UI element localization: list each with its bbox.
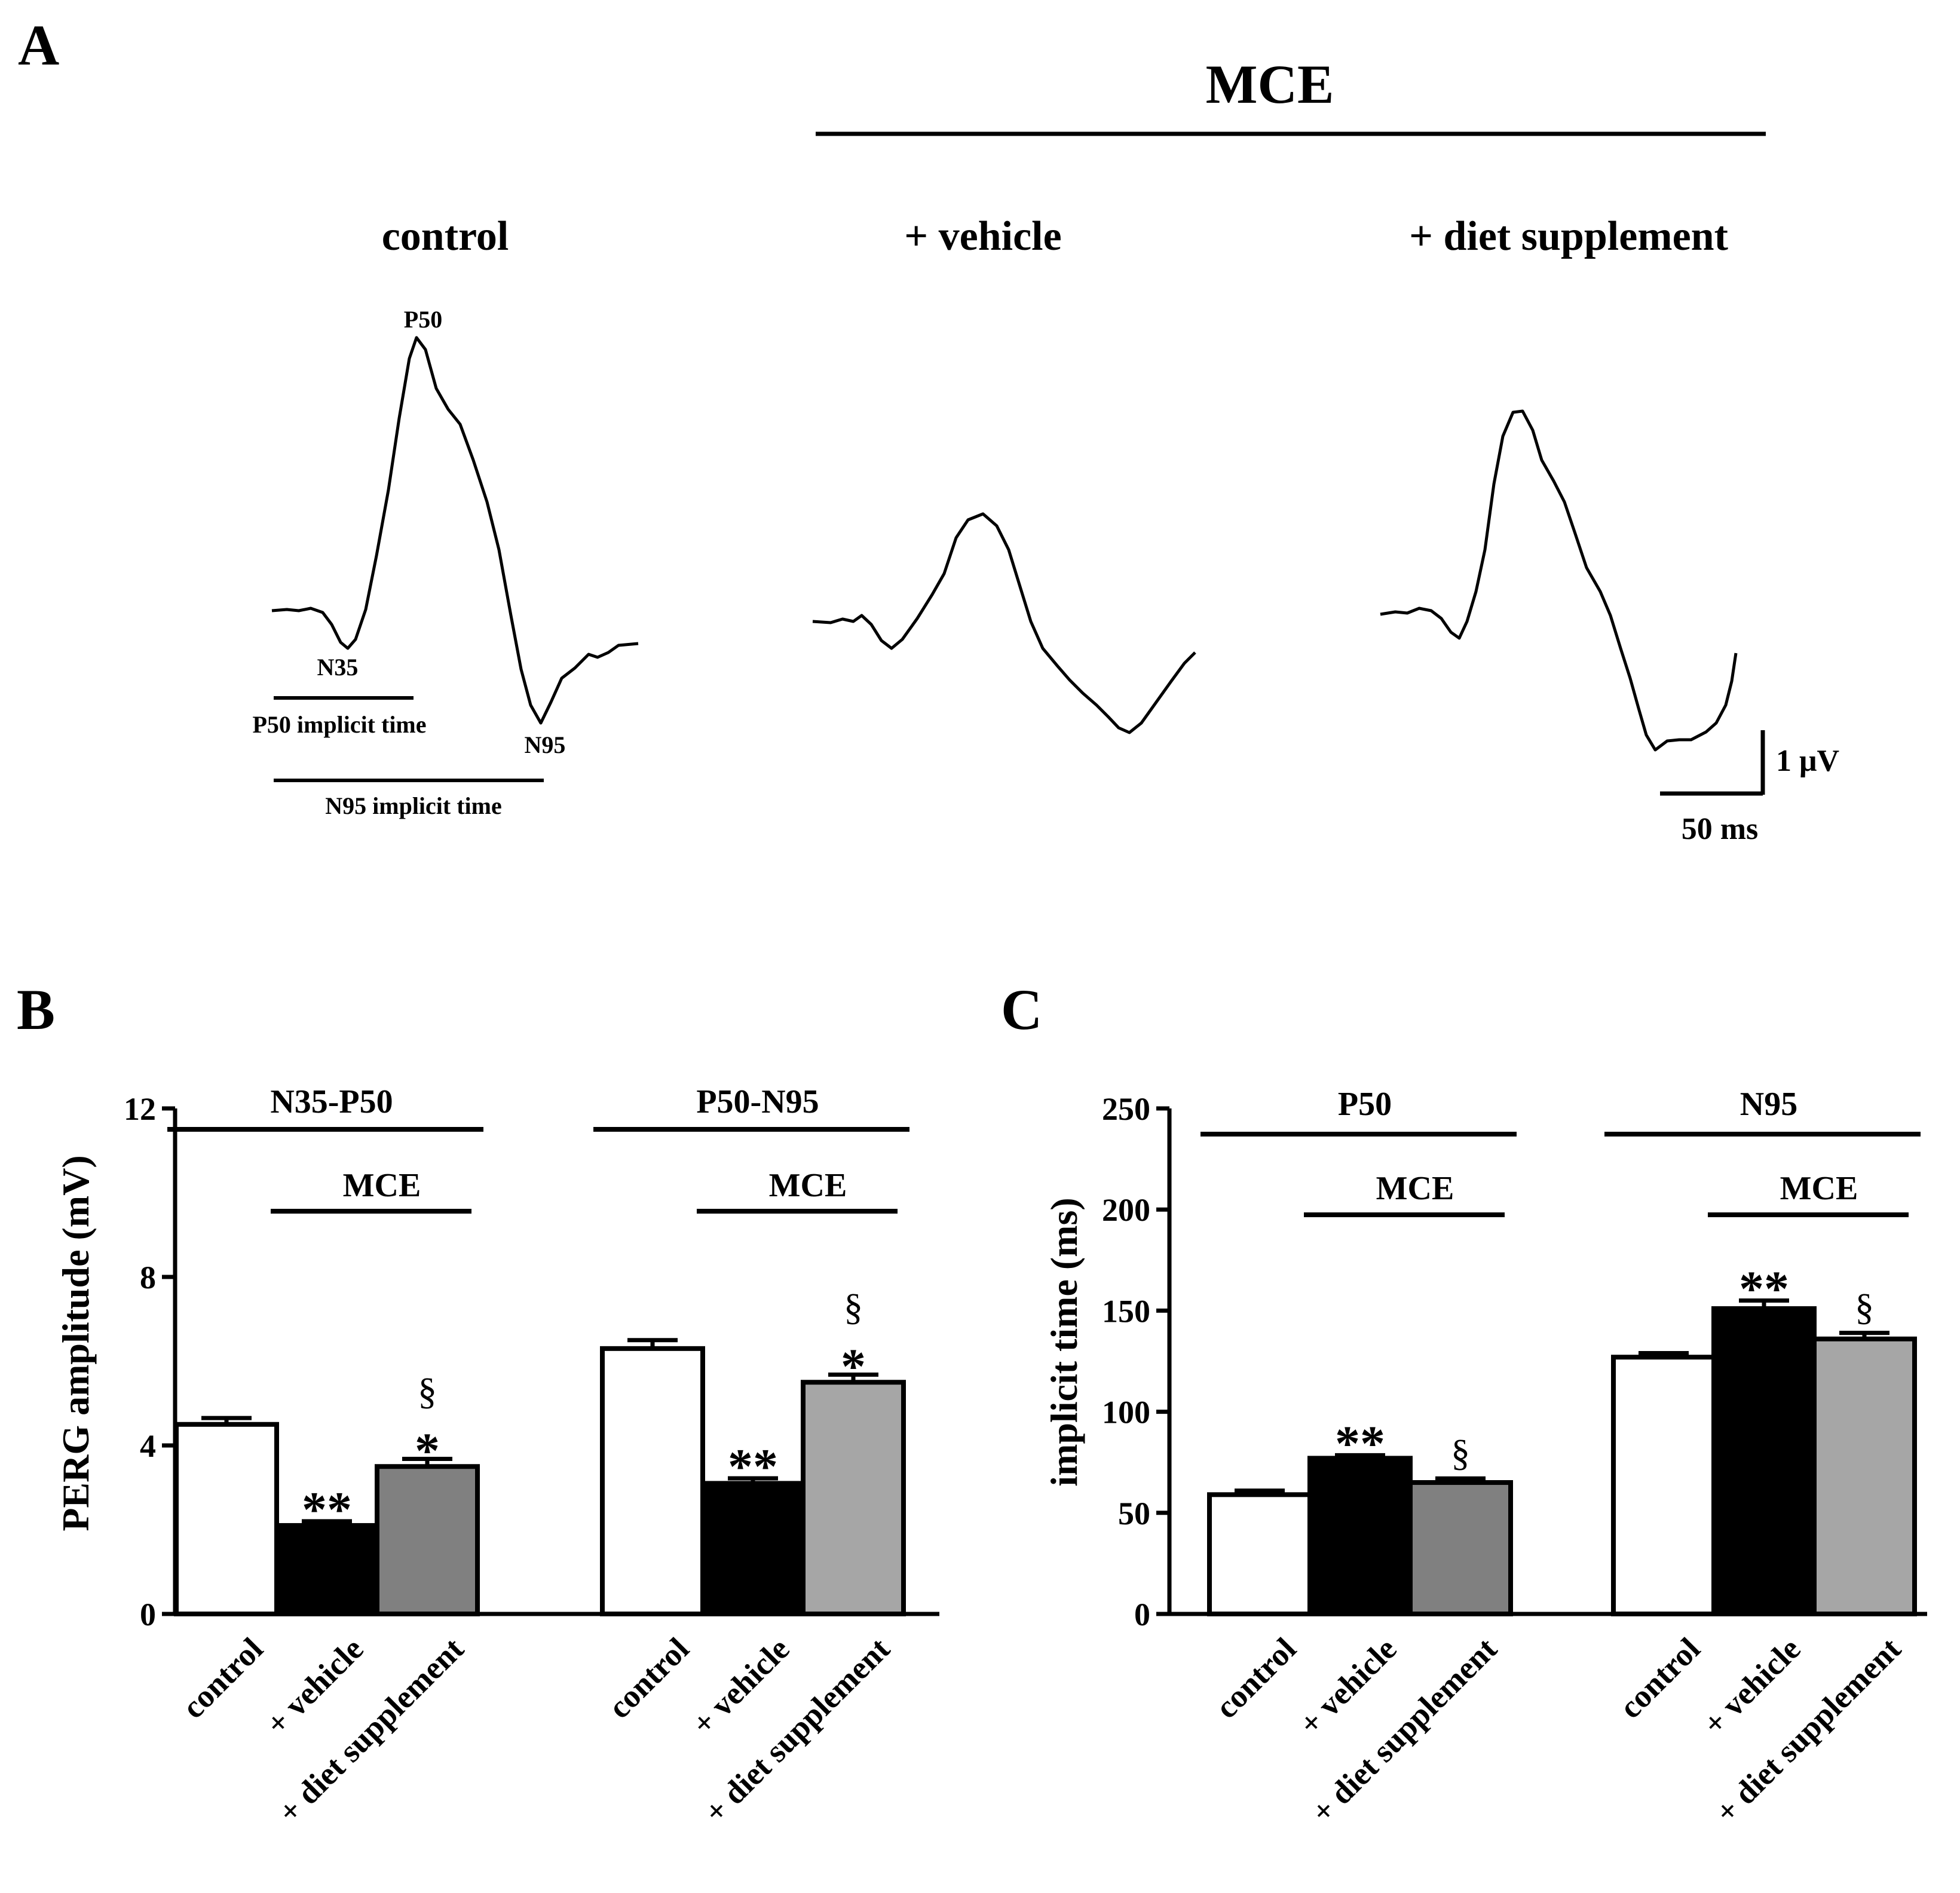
y-tick-label-c-3: 150 <box>1102 1293 1150 1329</box>
bar-c-0-0 <box>1207 1492 1312 1616</box>
bar-c-0-1 <box>1307 1456 1413 1616</box>
significance-vs-vehicle-b-0-2: § <box>418 1370 437 1413</box>
perg-trace-control <box>271 336 639 725</box>
category-label-c-1-2: + diet supplement <box>1708 1631 1908 1830</box>
scale-bar-time-label: 50 ms <box>1682 812 1759 846</box>
bar-b-0-1 <box>274 1523 379 1616</box>
category-label-b-1-2: + diet supplement <box>697 1631 897 1830</box>
bar-b-0-0 <box>174 1422 279 1616</box>
significance-vs-vehicle-c-1-2: § <box>1855 1286 1874 1328</box>
mce-label-c-0: MCE <box>1376 1170 1454 1207</box>
bar-b-0-2 <box>375 1464 480 1616</box>
group-title-c-0: P50 <box>1338 1086 1392 1123</box>
panel-a-letter: A <box>18 13 59 77</box>
category-label-b-0-0: control <box>175 1631 270 1725</box>
bar-c-1-1 <box>1711 1306 1817 1617</box>
y-tick-label-b-2: 8 <box>140 1260 156 1295</box>
y-tick-label-c-4: 200 <box>1102 1192 1150 1228</box>
p50-implicit-time-label: P50 implicit time <box>252 711 426 738</box>
trace-title-diet-supplement: + diet supplement <box>1409 213 1728 259</box>
bar-c-1-2 <box>1812 1336 1917 1616</box>
bar-b-1-2 <box>801 1380 906 1616</box>
bar-c-1-0 <box>1611 1355 1716 1616</box>
significance-b-0-1: ** <box>302 1482 352 1537</box>
panel-b: B PERG amplitude (mV) 0 4 8 12 N35-P50 MCE co… <box>17 978 939 1830</box>
trace-title-control: control <box>382 213 509 259</box>
significance-c-1-1: ** <box>1739 1261 1789 1316</box>
panel-b-letter: B <box>17 978 55 1042</box>
significance-b-1-1: ** <box>728 1439 778 1494</box>
category-label-c-0-0: control <box>1208 1631 1303 1725</box>
trace-title-vehicle: + vehicle <box>904 213 1061 259</box>
chart-b-ylabel: PERG amplitude (mV) <box>54 1155 97 1531</box>
group-title-b-1: P50-N95 <box>696 1083 819 1120</box>
peak-label-p50: P50 <box>404 306 442 333</box>
panel-a: A MCE control + vehicle + diet supplemen… <box>18 13 1839 846</box>
perg-trace-diet-supplement <box>1380 409 1738 752</box>
y-tick-label-c-0: 0 <box>1134 1597 1150 1632</box>
bar-b-1-0 <box>600 1346 705 1617</box>
mce-label-c-1: MCE <box>1780 1170 1858 1207</box>
significance-b-1-2: * <box>841 1339 866 1395</box>
y-tick-label-b-3: 12 <box>124 1091 156 1127</box>
y-tick-label-c-1: 50 <box>1118 1496 1150 1531</box>
mce-label-b-0: MCE <box>343 1167 421 1204</box>
y-tick-label-b-1: 4 <box>140 1428 156 1464</box>
category-label-b-1-0: control <box>601 1631 696 1725</box>
significance-c-0-1: ** <box>1335 1416 1385 1471</box>
bar-b-1-1 <box>700 1481 806 1616</box>
n95-implicit-time-label: N95 implicit time <box>325 792 502 819</box>
significance-vs-vehicle-c-0-2: § <box>1451 1431 1470 1474</box>
chart-b-y-ticks: 0 4 8 12 <box>124 1091 175 1632</box>
significance-b-0-2: * <box>415 1423 440 1479</box>
panel-c: C implicit time (ms) 0 50 100 150 200 250 P50… <box>1001 978 1927 1830</box>
significance-vs-vehicle-b-1-2: § <box>844 1286 863 1328</box>
category-label-c-0-2: + diet supplement <box>1304 1631 1504 1830</box>
scale-bar-amplitude-label: 1 μV <box>1776 744 1839 778</box>
bar-c-0-2 <box>1408 1480 1513 1617</box>
chart-c-ylabel: implicit time (ms) <box>1043 1197 1085 1486</box>
group-title-b-0: N35-P50 <box>270 1083 393 1120</box>
peak-label-n95: N95 <box>525 731 566 758</box>
group-title-c-1: N95 <box>1740 1086 1797 1123</box>
mce-header: MCE <box>1206 54 1334 115</box>
category-label-c-1-0: control <box>1612 1631 1707 1725</box>
y-tick-label-b-0: 0 <box>140 1597 156 1632</box>
y-tick-label-c-2: 100 <box>1102 1395 1150 1431</box>
panel-c-letter: C <box>1001 978 1042 1042</box>
mce-label-b-1: MCE <box>769 1167 847 1204</box>
perg-trace-vehicle <box>812 512 1196 734</box>
y-tick-label-c-5: 250 <box>1102 1091 1150 1127</box>
chart-c-y-ticks: 0 50 100 150 200 250 <box>1102 1091 1169 1632</box>
category-label-b-0-2: + diet supplement <box>271 1631 471 1830</box>
peak-label-n35: N35 <box>317 654 359 681</box>
